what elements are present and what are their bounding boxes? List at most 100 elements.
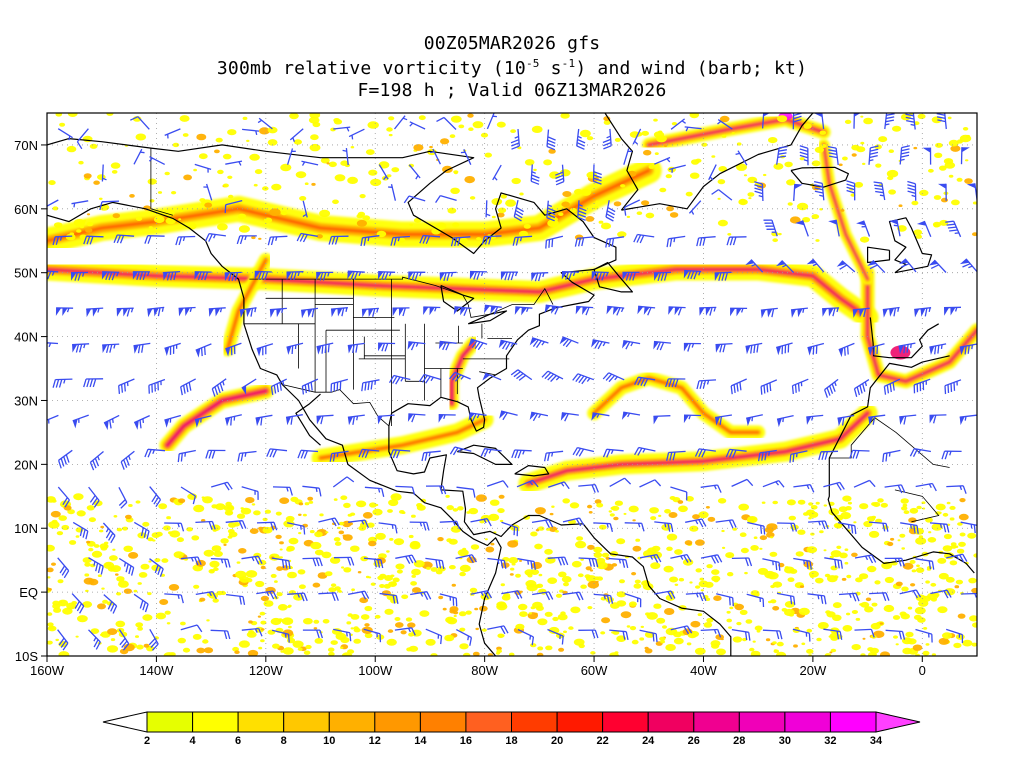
barb-full: [159, 568, 164, 577]
vorticity-speckle: [484, 152, 492, 158]
barb-full: [188, 382, 192, 391]
barb-half: [959, 485, 963, 491]
vorticity-speckle: [312, 582, 321, 588]
vorticity-speckle: [587, 504, 593, 509]
barb-staff: [653, 415, 671, 418]
vorticity-speckle: [880, 651, 890, 656]
barb-full: [254, 556, 260, 565]
vorticity-speckle: [185, 222, 197, 230]
vorticity-speckle: [444, 634, 455, 642]
barb-flag: [116, 308, 122, 317]
vorticity-speckle: [685, 191, 693, 197]
vorticity-speckle: [620, 611, 632, 619]
vorticity-speckle: [503, 592, 511, 598]
vorticity-speckle: [393, 538, 405, 546]
vorticity-speckle: [311, 182, 316, 186]
wind-barb: [480, 448, 502, 457]
barb-full: [119, 235, 125, 244]
wind-barb: [654, 521, 674, 533]
vort-band-subtropical: [518, 403, 878, 494]
vorticity-speckle: [731, 132, 736, 135]
barb-staff: [76, 128, 89, 143]
vorticity-speckle: [490, 542, 495, 546]
barb-half: [949, 451, 952, 456]
barb-full: [994, 559, 996, 567]
wind-barb: [915, 482, 937, 492]
barb-full: [532, 339, 539, 347]
barb-full: [531, 174, 540, 179]
wind-barb: [915, 558, 935, 570]
vorticity-speckle: [587, 580, 599, 589]
wind-barb: [591, 412, 610, 421]
barb-full: [113, 234, 118, 244]
vorticity-speckle: [260, 628, 265, 631]
vorticity-speckle: [447, 207, 457, 214]
vorticity-speckle: [289, 113, 299, 120]
wind-barb: [813, 113, 825, 130]
vorticity-speckle: [721, 529, 725, 533]
vorticity-speckle: [76, 510, 86, 517]
wind-barb: [285, 414, 303, 426]
barb-full: [687, 270, 692, 279]
vorticity-speckle: [776, 641, 784, 647]
wind-barb: [237, 450, 257, 462]
vorticity-speckle: [713, 595, 722, 601]
barb-flag: [153, 308, 159, 317]
barb-half: [300, 525, 302, 530]
barb-full: [180, 386, 183, 396]
barb-full: [75, 344, 80, 353]
vorticity-speckle: [333, 118, 341, 123]
barb-full: [473, 271, 478, 280]
vorticity-speckle: [484, 538, 488, 541]
barb-full: [548, 591, 554, 600]
colorbar-label: 2: [144, 735, 150, 747]
vorticity-speckle: [957, 613, 966, 619]
colorbar-swatch: [693, 711, 740, 733]
barb-full: [545, 519, 550, 528]
wind-barb: [624, 522, 645, 532]
barb-flag: [828, 308, 834, 317]
vorticity-speckle: [379, 573, 387, 579]
barb-flag: [316, 416, 322, 425]
vorticity-speckle: [475, 627, 480, 631]
barb-full: [514, 213, 523, 219]
barb-staff: [714, 271, 732, 274]
wind-barb: [731, 628, 751, 641]
barb-full: [726, 237, 731, 246]
barb-flag: [559, 336, 568, 345]
vorticity-speckle: [249, 528, 259, 534]
vorticity-speckle: [603, 120, 611, 125]
vorticity-speckle: [147, 178, 157, 185]
wind-barb: [696, 236, 716, 247]
barb-full: [403, 195, 410, 204]
vorticity-field: [47, 113, 977, 656]
barb-full: [674, 378, 679, 388]
barb-half: [917, 449, 922, 454]
barb-full: [666, 452, 670, 461]
vorticity-speckle: [111, 170, 118, 174]
vorticity-speckle: [710, 640, 721, 647]
lon-tick-label: 80W: [471, 663, 498, 678]
barb-full: [311, 308, 315, 318]
barb-full: [507, 271, 512, 281]
barb-half: [709, 176, 714, 181]
vorticity-speckle: [596, 561, 608, 570]
barb-full: [823, 595, 827, 605]
vorticity-speckle: [645, 612, 650, 616]
vorticity-speckle: [784, 161, 793, 168]
barb-full: [789, 454, 792, 463]
barb-half: [664, 522, 667, 528]
barb-half: [397, 236, 400, 242]
barb-full: [136, 271, 140, 280]
barb-full: [481, 236, 486, 245]
vorticity-speckle: [747, 517, 757, 524]
vorticity-speckle: [829, 555, 834, 559]
wind-barb: [347, 342, 365, 354]
barb-flag: [224, 272, 230, 281]
vorticity-speckle: [777, 115, 788, 123]
vorticity-band-max: [866, 271, 977, 383]
barb-full: [144, 449, 149, 458]
barb-half: [400, 377, 404, 382]
wind-barb: [241, 378, 257, 395]
vorticity-speckle: [313, 627, 318, 630]
